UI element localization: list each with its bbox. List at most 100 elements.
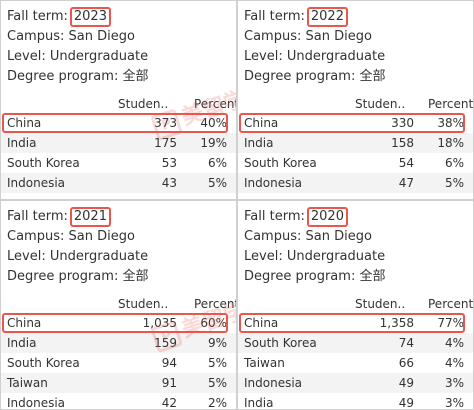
fall-term-value[interactable]: 2020 xyxy=(306,207,348,227)
students-cell: 1,358 xyxy=(379,316,414,330)
fall-term-value[interactable]: 2022 xyxy=(306,7,348,27)
percent-column-header[interactable]: Percent xyxy=(428,97,474,111)
country-cell: China xyxy=(7,116,42,130)
students-cell: 66 xyxy=(398,356,414,370)
country-cell: India xyxy=(244,396,274,410)
students-cell: 54 xyxy=(398,156,414,170)
campus-filter: Campus: San Diego xyxy=(244,29,372,44)
country-cell: Taiwan xyxy=(244,356,285,370)
students-column-header[interactable]: Studen.. xyxy=(355,297,406,311)
table-row[interactable]: India 49 3% xyxy=(238,393,473,410)
data-table: China 1,035 60% India 159 9% South Korea 94 5%… xyxy=(1,313,236,410)
students-cell: 42 xyxy=(161,396,177,410)
percent-cell: 77% xyxy=(437,316,464,330)
table-row[interactable]: India 159 9% xyxy=(1,333,236,353)
country-cell: South Korea xyxy=(7,356,80,370)
country-cell: South Korea xyxy=(244,156,317,170)
students-cell: 94 xyxy=(161,356,177,370)
students-column-header[interactable]: Studen.. xyxy=(355,97,406,111)
percent-cell: 2% xyxy=(207,396,227,410)
percent-cell: 5% xyxy=(207,176,227,190)
students-cell: 159 xyxy=(154,336,177,350)
country-cell: China xyxy=(244,116,279,130)
students-cell: 49 xyxy=(398,396,414,410)
table-row[interactable]: South Korea 54 6% xyxy=(238,153,473,173)
country-cell: China xyxy=(244,316,279,330)
degree-program-filter: Degree program: 全部 xyxy=(244,269,386,284)
country-cell: South Korea xyxy=(244,336,317,350)
students-cell: 158 xyxy=(391,136,414,150)
percent-cell: 19% xyxy=(200,136,227,150)
percent-cell: 4% xyxy=(444,356,464,370)
percent-cell: 40% xyxy=(200,116,227,130)
percent-cell: 18% xyxy=(437,136,464,150)
panel-fall-2021: Fall term: 2021 Campus: San Diego Level: … xyxy=(0,200,237,410)
table-row[interactable]: South Korea 53 6% xyxy=(1,153,236,173)
fall-term-label: Fall term: xyxy=(244,9,305,24)
table-row[interactable]: India 175 19% xyxy=(1,133,236,153)
panel-header: Fall term: 2021 Campus: San Diego Level: … xyxy=(7,207,148,287)
fall-term-label: Fall term: xyxy=(7,209,68,224)
percent-column-header[interactable]: Percent xyxy=(194,297,237,311)
table-row[interactable]: Taiwan 66 4% xyxy=(238,353,473,373)
percent-column-header[interactable]: Percent xyxy=(194,97,237,111)
students-cell: 47 xyxy=(398,176,414,190)
fall-term-value[interactable]: 2021 xyxy=(69,207,111,227)
panel-fall-2022: Fall term: 2022 Campus: San Diego Level: … xyxy=(237,0,474,200)
panel-fall-2023: Fall term: 2023 Campus: San Diego Level: … xyxy=(0,0,237,200)
percent-cell: 38% xyxy=(437,116,464,130)
table-row[interactable]: China 373 40% xyxy=(1,113,236,133)
panel-header: Fall term: 2020 Campus: San Diego Level: … xyxy=(244,207,385,287)
percent-column-header[interactable]: Percent xyxy=(428,297,474,311)
students-cell: 373 xyxy=(154,116,177,130)
percent-cell: 60% xyxy=(200,316,227,330)
country-cell: Taiwan xyxy=(7,376,48,390)
table-row[interactable]: Taiwan 91 5% xyxy=(1,373,236,393)
level-filter: Level: Undergraduate xyxy=(7,249,149,264)
country-cell: Indonesia xyxy=(7,396,66,410)
degree-program-filter: Degree program: 全部 xyxy=(244,69,386,84)
table-row[interactable]: South Korea 94 5% xyxy=(1,353,236,373)
country-cell: Indonesia xyxy=(7,176,66,190)
students-cell: 175 xyxy=(154,136,177,150)
fall-term-value[interactable]: 2023 xyxy=(69,7,111,27)
students-cell: 49 xyxy=(398,376,414,390)
panel-fall-2020: Fall term: 2020 Campus: San Diego Level: … xyxy=(237,200,474,410)
students-column-header[interactable]: Studen.. xyxy=(118,297,169,311)
country-cell: India xyxy=(7,136,37,150)
students-cell: 330 xyxy=(391,116,414,130)
campus-filter: Campus: San Diego xyxy=(7,29,135,44)
percent-cell: 3% xyxy=(444,376,464,390)
column-header-row: Studen.. Percent xyxy=(238,97,473,113)
campus-filter: Campus: San Diego xyxy=(244,229,372,244)
country-cell: Indonesia xyxy=(244,376,303,390)
level-filter: Level: Undergraduate xyxy=(7,49,149,64)
country-cell: China xyxy=(7,316,42,330)
level-filter: Level: Undergraduate xyxy=(244,49,386,64)
table-row[interactable]: China 330 38% xyxy=(238,113,473,133)
table-row[interactable]: Indonesia 49 3% xyxy=(238,373,473,393)
table-row[interactable]: Indonesia 43 5% xyxy=(1,173,236,193)
percent-cell: 6% xyxy=(207,156,227,170)
students-cell: 91 xyxy=(161,376,177,390)
degree-program-filter: Degree program: 全部 xyxy=(7,269,149,284)
data-table: China 330 38% India 158 18% South Korea 54 6% … xyxy=(238,113,473,193)
country-cell: India xyxy=(7,336,37,350)
degree-program-filter: Degree program: 全部 xyxy=(7,69,149,84)
country-cell: Indonesia xyxy=(244,176,303,190)
table-row[interactable]: China 1,358 77% xyxy=(238,313,473,333)
country-cell: India xyxy=(244,136,274,150)
percent-cell: 4% xyxy=(444,336,464,350)
column-header-row: Studen.. Percent xyxy=(1,97,236,113)
level-filter: Level: Undergraduate xyxy=(244,249,386,264)
table-row[interactable]: Indonesia 42 2% xyxy=(1,393,236,410)
table-row[interactable]: Indonesia 47 5% xyxy=(238,173,473,193)
panel-header: Fall term: 2023 Campus: San Diego Level: … xyxy=(7,7,148,87)
table-row[interactable]: China 1,035 60% xyxy=(1,313,236,333)
table-row[interactable]: India 158 18% xyxy=(238,133,473,153)
table-row[interactable]: South Korea 74 4% xyxy=(238,333,473,353)
percent-cell: 5% xyxy=(207,376,227,390)
students-cell: 43 xyxy=(161,176,177,190)
students-column-header[interactable]: Studen.. xyxy=(118,97,169,111)
